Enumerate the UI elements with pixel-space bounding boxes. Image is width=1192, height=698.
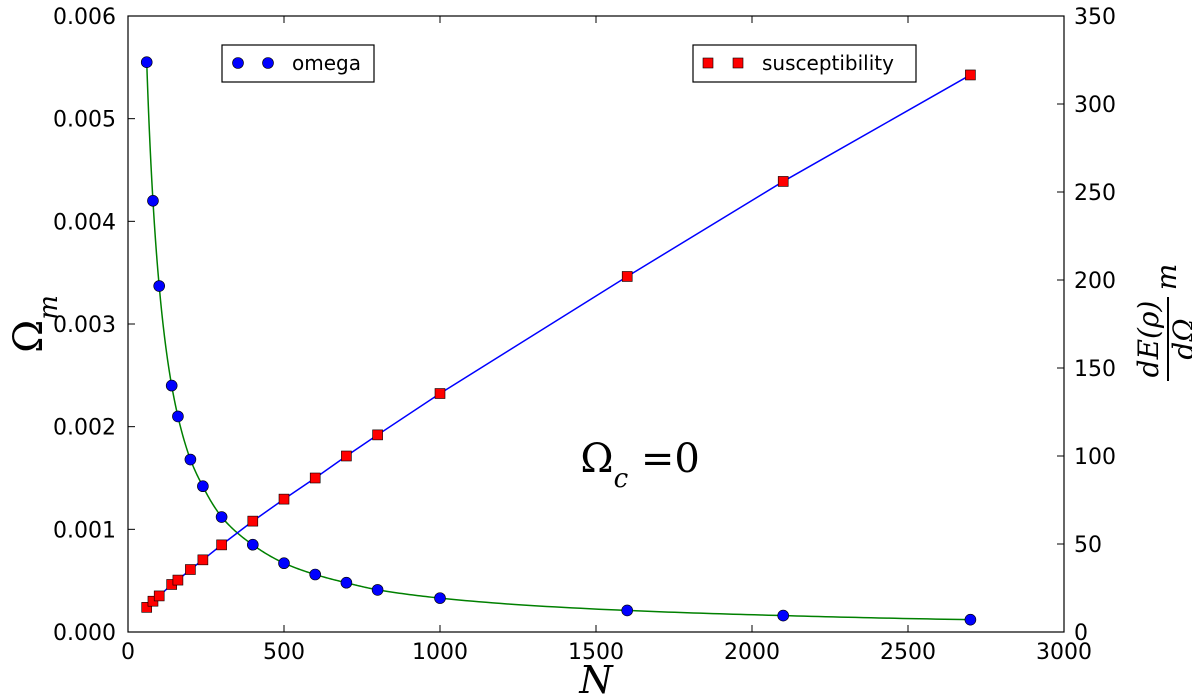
legend-susceptibility-marker — [732, 57, 744, 69]
susceptibility-point — [172, 574, 184, 586]
y-left-tick-label: 0.002 — [53, 416, 116, 441]
y-right-tick-label: 200 — [1074, 269, 1116, 294]
x-tick-label: 500 — [263, 640, 305, 665]
omega-point — [147, 195, 159, 207]
omega-point — [434, 592, 446, 604]
tick-labels: 0 500 1000 1500 2000 2500 30000.0000.0010.0020… — [53, 5, 1116, 665]
omega-point — [197, 480, 209, 493]
omega-point — [371, 584, 384, 596]
susceptibility-point — [341, 450, 352, 462]
omega-point — [215, 511, 228, 523]
y-left-tick-label: 0.000 — [53, 621, 116, 646]
y-left-tick-label: 0.004 — [53, 210, 116, 235]
susceptibility-fit-line — [146, 74, 971, 608]
y-right-tick-label: 150 — [1074, 357, 1116, 382]
y-axis-right-label: dE(ρ) dΩ m — [1132, 264, 1192, 381]
x-tick-label: 2000 — [724, 640, 780, 665]
y-axis-right-label-subscript: m — [1150, 264, 1183, 291]
y-left-tick-label: 0.001 — [53, 518, 116, 543]
legend-omega-frame — [221, 44, 375, 83]
x-axis-label: N — [578, 658, 614, 698]
omega-point — [165, 379, 178, 392]
fit-lines — [145, 62, 971, 621]
omega-point — [247, 538, 259, 551]
susceptibility-point — [309, 472, 321, 484]
susceptibility-point — [141, 602, 153, 613]
plot-frame — [127, 15, 1065, 633]
y-axis-right-label-denominator: dΩ — [1167, 318, 1192, 359]
x-tick-label: 1000 — [412, 640, 468, 665]
y-left-tick-label: 0.003 — [53, 313, 116, 338]
omega-point — [309, 568, 322, 581]
y-right-tick-label: 250 — [1074, 181, 1116, 206]
omega-point — [172, 410, 184, 423]
susceptibility-point — [216, 539, 227, 551]
y-axis-right-label-numerator: dE(ρ) — [1132, 301, 1165, 378]
susceptibility-point — [197, 554, 209, 566]
y-right-tick-label: 0 — [1074, 621, 1088, 646]
susceptibility-point — [965, 69, 976, 81]
x-tick-label: 0 — [121, 640, 135, 665]
y-right-tick-label: 350 — [1074, 5, 1116, 30]
omega-point — [153, 280, 165, 292]
x-tick-label: 1500 — [568, 640, 624, 665]
legend-omega-marker — [232, 57, 244, 69]
legend-omega-label: omega — [292, 51, 361, 75]
y-axis-left-label: Ωm — [6, 295, 64, 353]
annotation-omega-c: Ωc =0 — [580, 436, 699, 494]
x-tick-label: 3000 — [1036, 640, 1092, 665]
omega-point — [964, 613, 977, 626]
legend-susceptibility-label: susceptibility — [762, 51, 894, 75]
y-left-tick-label: 0.005 — [53, 108, 116, 133]
susceptibility-point — [247, 515, 259, 527]
susceptibility-point — [372, 429, 383, 441]
susceptibility-point — [185, 564, 196, 575]
susceptibility-point — [278, 493, 290, 505]
omega-point — [140, 56, 153, 69]
omega-point — [340, 576, 353, 589]
omega-point — [621, 604, 634, 617]
legend-omega-marker — [262, 57, 274, 69]
y-right-tick-label: 300 — [1074, 93, 1116, 118]
y-right-tick-label: 100 — [1074, 445, 1116, 470]
susceptibility-point — [434, 388, 446, 399]
legend-omega: omega — [221, 44, 375, 83]
omega-point — [278, 557, 290, 570]
y-right-tick-label: 50 — [1074, 533, 1102, 558]
susceptibility-point — [153, 590, 165, 602]
y-left-tick-label: 0.006 — [53, 5, 116, 30]
axis-ticks — [127, 15, 1065, 633]
data-markers — [140, 56, 977, 626]
susceptibility-point — [621, 271, 633, 282]
legend-susceptibility-marker — [702, 57, 714, 69]
legend-susceptibility-frame — [692, 44, 917, 83]
omega-point — [184, 453, 197, 466]
susceptibility-point — [777, 176, 789, 187]
x-tick-label: 2500 — [880, 640, 936, 665]
omega-point — [777, 609, 790, 622]
legend-susceptibility: susceptibility — [692, 44, 917, 83]
